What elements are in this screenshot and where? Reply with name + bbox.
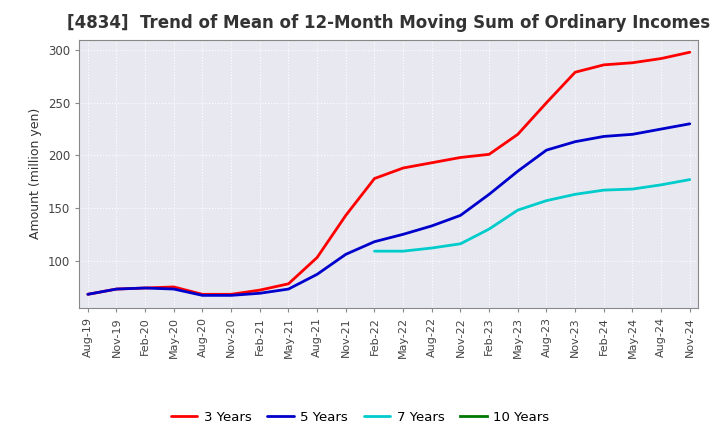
3 Years [341,213,350,218]
7 Years [428,246,436,251]
5 Years [169,286,178,292]
5 Years [312,271,321,277]
Line: 7 Years: 7 Years [374,180,690,251]
7 Years [456,241,465,246]
3 Years [112,286,121,292]
Line: 3 Years: 3 Years [88,52,690,294]
7 Years [600,187,608,193]
3 Years [312,255,321,260]
5 Years [657,126,665,132]
3 Years [284,281,293,286]
3 Years [542,100,551,106]
3 Years [227,292,235,297]
3 Years [399,165,408,171]
3 Years [84,292,92,297]
5 Years [513,169,522,174]
5 Years [428,223,436,228]
3 Years [485,152,493,157]
5 Years [84,292,92,297]
5 Years [141,286,150,291]
3 Years [513,132,522,137]
Legend: 3 Years, 5 Years, 7 Years, 10 Years: 3 Years, 5 Years, 7 Years, 10 Years [166,405,554,429]
7 Years [513,208,522,213]
7 Years [657,182,665,187]
3 Years [428,160,436,165]
5 Years [198,293,207,298]
5 Years [485,192,493,197]
7 Years [685,177,694,182]
3 Years [141,286,150,291]
3 Years [628,60,636,66]
Title: [4834]  Trend of Mean of 12-Month Moving Sum of Ordinary Incomes: [4834] Trend of Mean of 12-Month Moving … [67,15,711,33]
5 Years [456,213,465,218]
7 Years [485,227,493,232]
7 Years [542,198,551,203]
3 Years [256,287,264,293]
3 Years [370,176,379,181]
Y-axis label: Amount (million yen): Amount (million yen) [30,108,42,239]
5 Years [542,147,551,153]
5 Years [341,252,350,257]
5 Years [628,132,636,137]
3 Years [657,56,665,61]
5 Years [284,286,293,292]
3 Years [169,284,178,290]
5 Years [256,291,264,296]
7 Years [628,187,636,192]
7 Years [571,192,580,197]
5 Years [227,293,235,298]
3 Years [571,70,580,75]
Line: 5 Years: 5 Years [88,124,690,295]
5 Years [685,121,694,126]
5 Years [399,232,408,237]
5 Years [370,239,379,244]
3 Years [600,62,608,67]
3 Years [456,155,465,160]
5 Years [571,139,580,144]
5 Years [112,286,121,292]
3 Years [198,292,207,297]
5 Years [600,134,608,139]
3 Years [685,50,694,55]
7 Years [370,249,379,254]
7 Years [399,249,408,254]
